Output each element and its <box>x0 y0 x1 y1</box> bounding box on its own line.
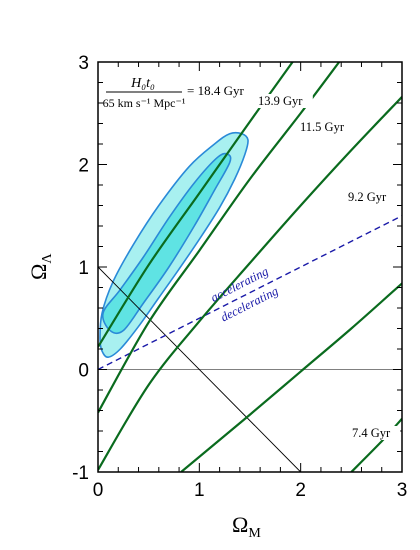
x-tick-label: 1 <box>194 480 205 501</box>
formula-legend: H₀t₀ 65 km s⁻¹ Mpc⁻¹ = 18.4 Gyr <box>103 76 245 110</box>
curve-label-0: 13.9 Gyr <box>258 94 303 108</box>
reference-line <box>98 266 301 472</box>
axis-ticks <box>97 61 403 473</box>
curve-labels: 13.9 Gyr 11.5 Gyr 9.2 Gyr 7.4 Gyr <box>256 94 401 440</box>
x-tick-label: 0 <box>93 480 104 501</box>
y-tick-label: 3 <box>78 53 89 74</box>
y-tick-label: 1 <box>78 258 89 279</box>
formula-equals: = 18.4 Gyr <box>187 83 244 98</box>
curve-label-bg-1 <box>298 120 355 134</box>
age-curve-3 <box>180 282 402 472</box>
age-curve-2 <box>98 96 402 471</box>
curve-label-bg-4 <box>350 426 401 440</box>
curve-label-2: 9.2 Gyr <box>348 190 387 204</box>
age-curve-1 <box>98 62 341 414</box>
formula-denominator: 65 km s⁻¹ Mpc⁻¹ <box>103 96 186 110</box>
y-axis-title: ΩΛ <box>26 253 55 280</box>
y-tick-label: 0 <box>78 361 89 382</box>
formula-numerator: H₀t₀ <box>130 76 155 91</box>
y-tick-label: 2 <box>78 156 89 177</box>
curve-label-bg-0 <box>256 94 313 108</box>
age-curves <box>98 62 402 472</box>
x-axis-title: ΩM <box>232 512 261 541</box>
curve-label-1: 11.5 Gyr <box>300 120 345 134</box>
y-tick-label: -1 <box>72 463 89 484</box>
curve-label-4: 7.4 Gyr <box>352 426 391 440</box>
age-curve-4 <box>350 417 402 472</box>
accel-decel-line <box>98 215 402 371</box>
curve-label-bg-2 <box>346 190 397 204</box>
x-tick-label: 3 <box>397 480 408 501</box>
x-tick-label: 2 <box>295 480 306 501</box>
